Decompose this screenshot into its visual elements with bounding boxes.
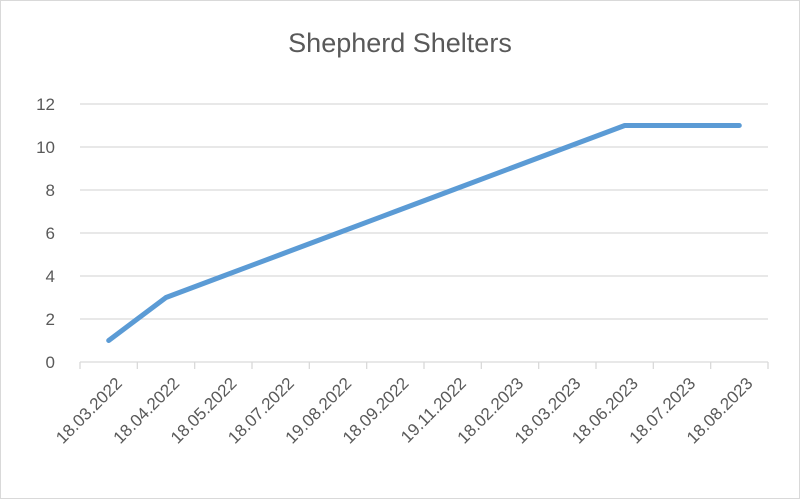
data-series-line [106, 123, 742, 343]
chart-title: Shepherd Shelters [288, 28, 512, 58]
y-tick-label: 6 [46, 224, 55, 243]
y-tick-label: 10 [36, 138, 55, 157]
y-tick-label: 8 [46, 181, 55, 200]
y-tick-label: 4 [46, 267, 55, 286]
y-tick-label: 12 [36, 95, 55, 114]
y-tick-label: 0 [46, 353, 55, 372]
y-tick-label: 2 [46, 310, 55, 329]
